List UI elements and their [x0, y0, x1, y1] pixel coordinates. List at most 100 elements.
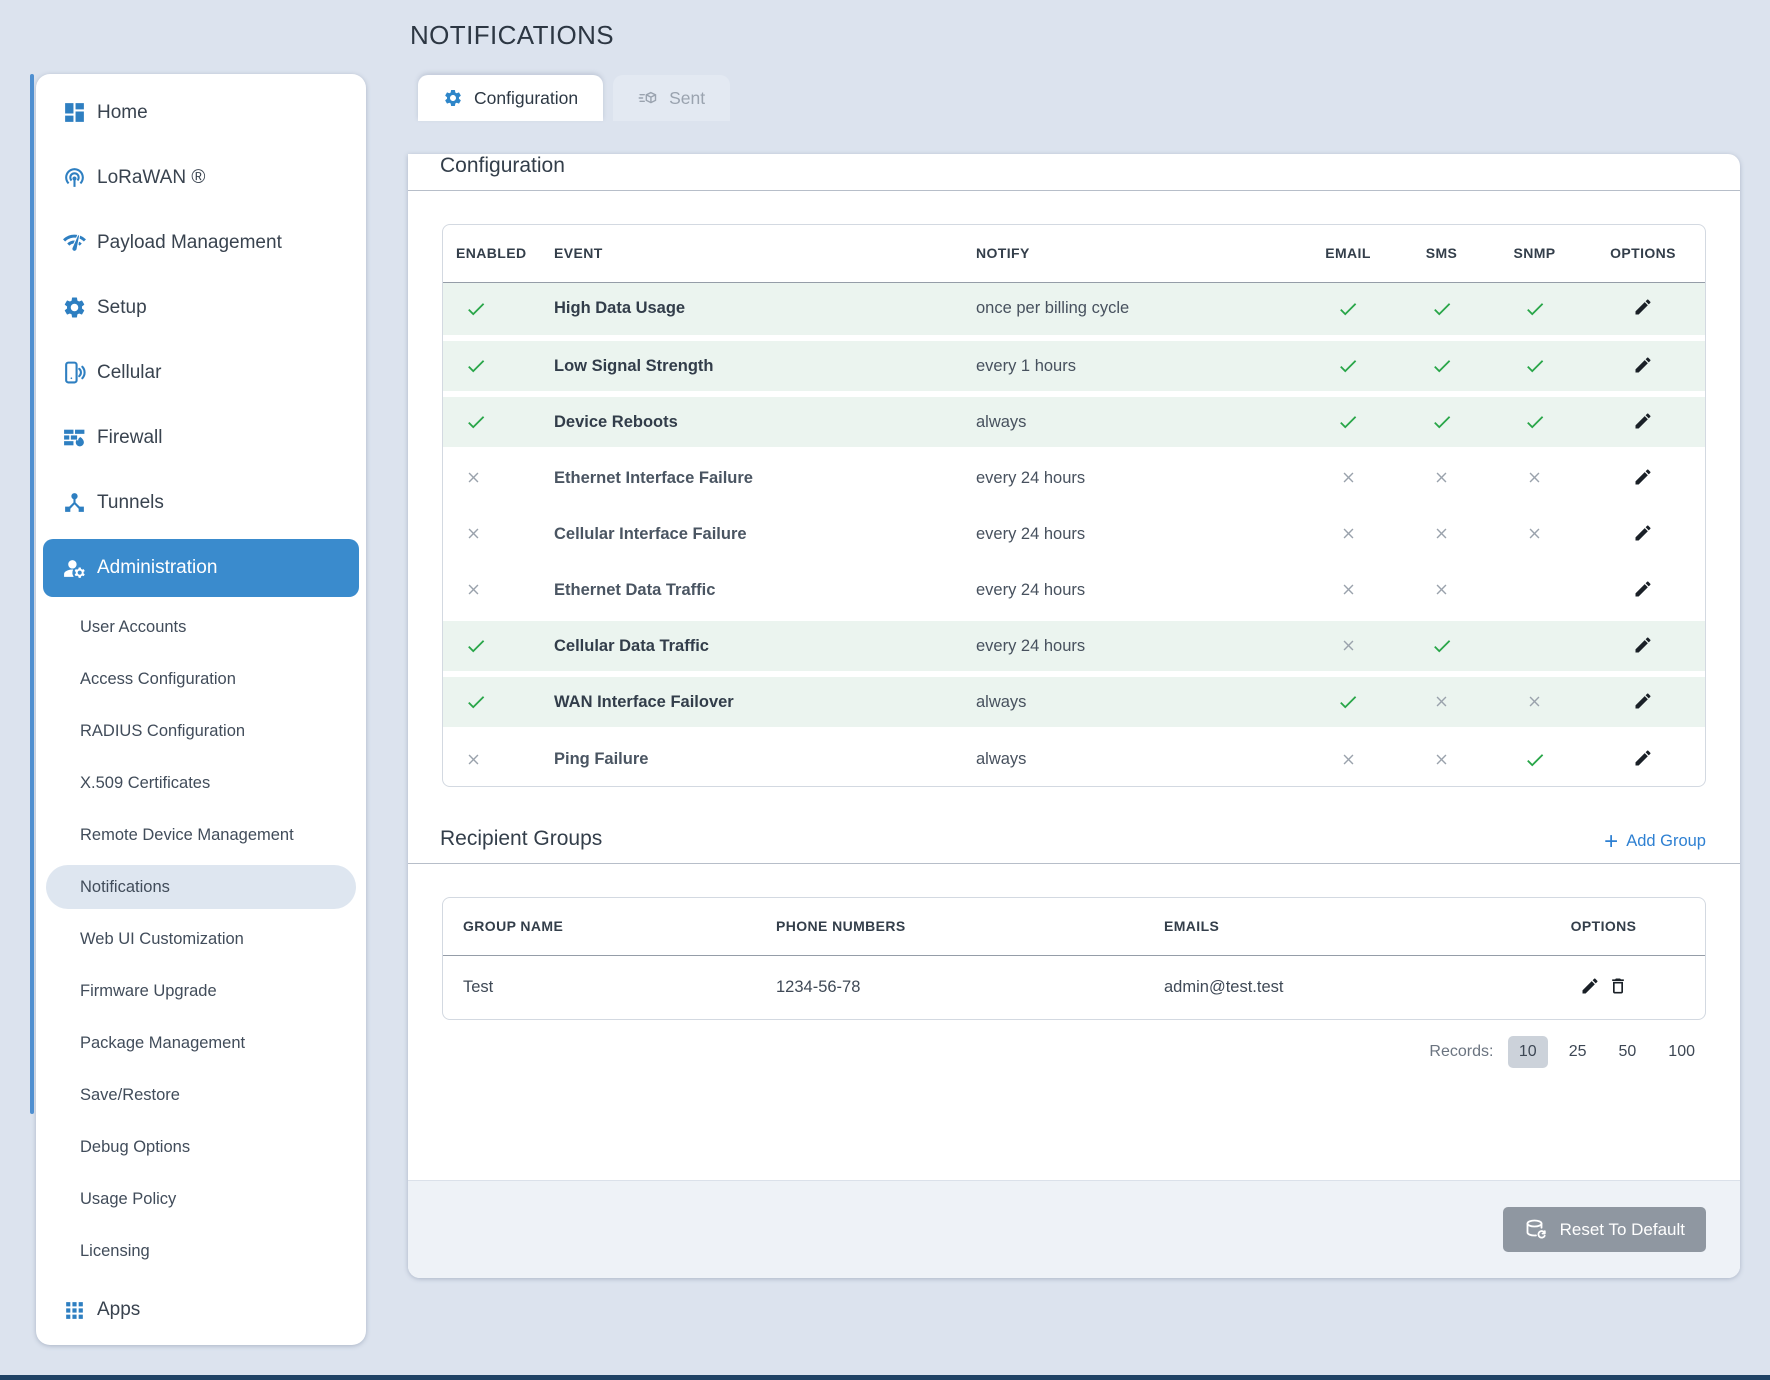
sidebar-item-web-ui-customization[interactable]: Web UI Customization: [80, 929, 244, 948]
group-emails: admin@test.test: [1164, 977, 1284, 996]
sidebar-item-notifications[interactable]: Notifications: [46, 865, 356, 909]
sidebar-item-radius-configuration[interactable]: RADIUS Configuration: [80, 721, 246, 740]
administration-icon: [62, 556, 87, 581]
edit-event-button[interactable]: [1629, 633, 1657, 660]
records-option-100[interactable]: 100: [1668, 1043, 1695, 1060]
sidebar-item-home[interactable]: Home: [36, 80, 366, 145]
cross-icon: [1340, 581, 1357, 598]
event-name: High Data Usage: [554, 282, 976, 341]
notify-value: every 24 hours: [976, 506, 1301, 565]
edit-event-button[interactable]: [1629, 295, 1657, 322]
edit-group-button[interactable]: [1576, 974, 1604, 1001]
sidebar-item-access-configuration[interactable]: Access Configuration: [80, 669, 236, 688]
sidebar-item-lorawan[interactable]: LoRaWAN ®: [36, 145, 366, 210]
sidebar-item-administration[interactable]: Administration: [43, 539, 359, 597]
group-phone-numbers: 1234-56-78: [776, 977, 861, 996]
email-cell: [1301, 506, 1395, 565]
sidebar-item-payload-management[interactable]: Payload Management: [36, 210, 366, 275]
column-header-email: EMAIL: [1301, 225, 1395, 283]
snmp-cell: [1488, 394, 1581, 453]
sidebar-scrollbar[interactable]: [30, 74, 34, 1114]
sidebar-item-package-management[interactable]: Package Management: [80, 1033, 246, 1052]
records-selector: Records: 10 25 50 100: [442, 1036, 1706, 1068]
records-option-25[interactable]: 25: [1568, 1043, 1587, 1060]
notify-value: every 24 hours: [976, 562, 1301, 621]
check-icon: [1524, 749, 1546, 771]
email-cell: [1301, 618, 1395, 677]
sidebar-item-x509-certificates[interactable]: X.509 Certificates: [80, 773, 211, 792]
sms-cell: [1395, 394, 1488, 453]
add-group-label: Add Group: [1626, 832, 1706, 850]
tab-sent[interactable]: Sent: [613, 75, 731, 121]
column-header-enabled: ENABLED: [443, 225, 554, 283]
plus-icon: +: [1604, 827, 1619, 855]
gear-icon: [62, 295, 87, 320]
cellular-icon: [62, 360, 87, 385]
notify-value: every 1 hours: [976, 338, 1301, 397]
email-cell: [1301, 674, 1395, 733]
edit-event-button[interactable]: [1629, 465, 1657, 492]
sms-cell: [1395, 506, 1488, 565]
event-row-low-signal-strength: Low Signal Strength every 1 hours: [443, 338, 1705, 397]
sent-icon: [638, 88, 658, 108]
sidebar-item-licensing[interactable]: Licensing: [80, 1241, 150, 1260]
event-name: Ethernet Interface Failure: [554, 450, 976, 509]
sidebar-item-save-restore[interactable]: Save/Restore: [80, 1085, 180, 1104]
options-cell: [1581, 450, 1705, 509]
snmp-cell: [1488, 338, 1581, 397]
sidebar-item-cellular[interactable]: Cellular: [36, 340, 366, 405]
reset-to-default-button[interactable]: Reset To Default: [1502, 1207, 1706, 1252]
sidebar-item-tunnels[interactable]: Tunnels: [36, 470, 366, 535]
event-row-cellular-data-traffic: Cellular Data Traffic every 24 hours: [443, 618, 1705, 677]
notify-value: every 24 hours: [976, 618, 1301, 677]
snmp-cell: [1488, 562, 1581, 621]
notify-value: always: [976, 674, 1301, 733]
check-icon: [1524, 298, 1546, 320]
sidebar-item-label: Tunnels: [97, 491, 164, 513]
sidebar-item-debug-options[interactable]: Debug Options: [80, 1137, 191, 1156]
sidebar-item-firmware-upgrade[interactable]: Firmware Upgrade: [80, 981, 217, 1000]
snmp-cell: [1488, 674, 1581, 733]
snmp-cell: [1488, 282, 1581, 341]
check-icon: [1337, 411, 1359, 433]
options-cell: [1581, 282, 1705, 341]
sidebar-item-apps[interactable]: Apps: [36, 1280, 366, 1340]
sidebar-item-usage-policy[interactable]: Usage Policy: [80, 1189, 177, 1208]
edit-event-button[interactable]: [1629, 689, 1657, 716]
sidebar-item-remote-device-management[interactable]: Remote Device Management: [80, 825, 294, 844]
records-option-10[interactable]: 10: [1507, 1036, 1548, 1068]
tab-bar: Configuration Sent: [408, 75, 1740, 121]
check-icon: [1431, 298, 1453, 320]
options-cell: [1581, 338, 1705, 397]
bottom-bar: [0, 1375, 1770, 1380]
edit-event-button[interactable]: [1629, 521, 1657, 548]
database-restore-icon: [1524, 1218, 1548, 1242]
enabled-cell: [443, 506, 554, 565]
event-name: Low Signal Strength: [554, 338, 976, 397]
add-group-button[interactable]: + Add Group: [1604, 827, 1706, 855]
records-option-50[interactable]: 50: [1618, 1043, 1637, 1060]
options-cell: [1581, 562, 1705, 621]
event-name: Cellular Interface Failure: [554, 506, 976, 565]
sidebar-item-firewall[interactable]: Firewall: [36, 405, 366, 470]
check-icon: [1524, 355, 1546, 377]
sms-cell: [1395, 730, 1488, 786]
edit-event-button[interactable]: [1629, 353, 1657, 380]
enabled-cell: [443, 282, 554, 341]
event-row-high-data-usage: High Data Usage once per billing cycle: [443, 282, 1705, 341]
enabled-cell: [443, 618, 554, 677]
options-cell: [1581, 730, 1705, 786]
edit-event-button[interactable]: [1629, 746, 1657, 773]
heading-divider: [408, 190, 1740, 191]
tab-configuration[interactable]: Configuration: [418, 75, 604, 121]
sidebar-item-label: Payload Management: [97, 231, 282, 253]
edit-event-button[interactable]: [1629, 409, 1657, 436]
sidebar-item-user-accounts[interactable]: User Accounts: [80, 617, 187, 636]
cross-icon: [1433, 693, 1450, 710]
edit-event-button[interactable]: [1629, 577, 1657, 604]
enabled-cell: [443, 394, 554, 453]
enabled-cell: [443, 562, 554, 621]
sidebar-item-setup[interactable]: Setup: [36, 275, 366, 340]
delete-group-button[interactable]: [1604, 974, 1632, 1001]
cross-icon: [1526, 525, 1543, 542]
